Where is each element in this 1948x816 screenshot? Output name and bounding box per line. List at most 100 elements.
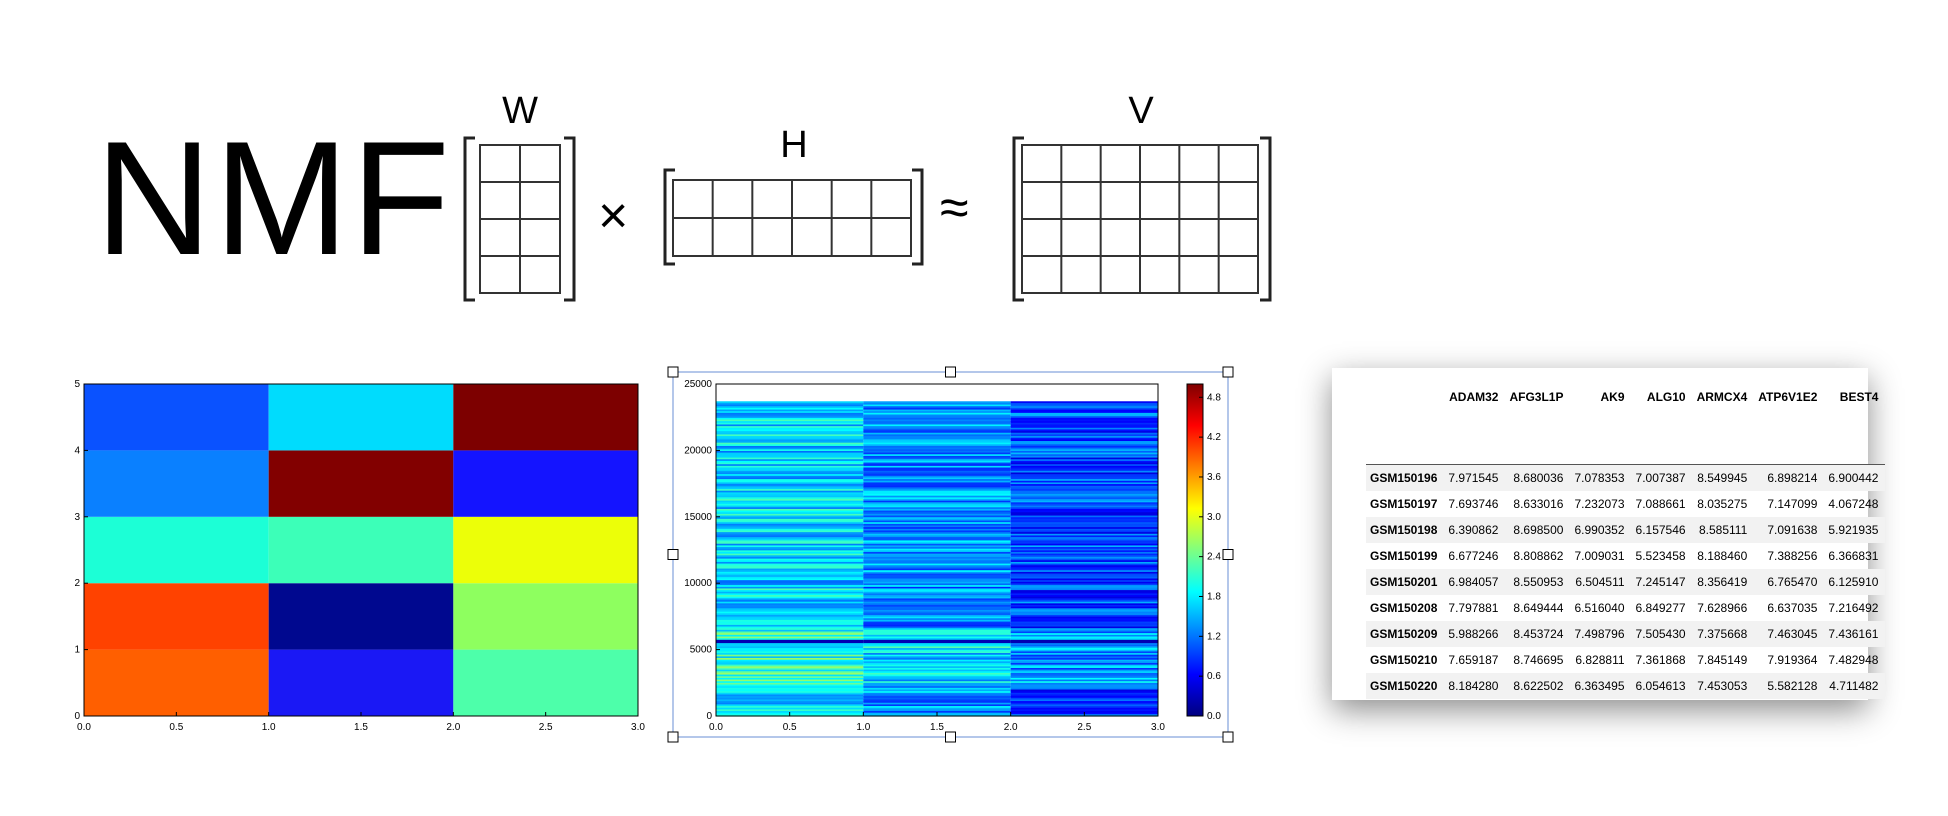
y-tick-label: 20000 <box>684 445 712 456</box>
matrix-h <box>663 168 924 266</box>
heatmap-stripe <box>863 619 1011 623</box>
heatmap-stripe <box>716 449 864 452</box>
heatmap-stripe <box>1010 593 1158 596</box>
heatmap-stripe <box>1010 697 1158 701</box>
heatmap-stripe <box>1010 644 1158 648</box>
heatmap-stripe <box>716 409 864 412</box>
heatmap-stripe <box>716 467 864 470</box>
heatmap-stripe <box>716 583 864 586</box>
heatmap-stripe <box>863 510 1011 513</box>
heatmap-stripe <box>1010 492 1158 495</box>
heatmap-stripe <box>863 629 1011 633</box>
resize-handle[interactable] <box>667 549 679 560</box>
heatmap-stripe <box>863 707 1011 710</box>
heatmap-stripe <box>1010 530 1158 533</box>
heatmap-stripe <box>716 563 864 566</box>
heatmap-stripe <box>1010 406 1158 409</box>
heatmap-stripe <box>863 560 1011 563</box>
heatmap-stripe <box>716 540 864 543</box>
table-cell: 7.463045 <box>1767 627 1818 641</box>
resize-handle[interactable] <box>1222 731 1234 743</box>
heatmap-stripe <box>716 502 864 505</box>
colorbar-tick-label: 4.8 <box>1207 392 1221 403</box>
heatmap-stripe <box>1010 609 1158 613</box>
colorbar-tick-label: 2.4 <box>1207 552 1221 563</box>
heatmap-stripe <box>1010 402 1158 406</box>
table-row: GSM150210 7.659187 8.746695 6.828811 7.36186… <box>1366 647 1885 673</box>
heatmap-stripe <box>716 575 864 578</box>
heatmap-stripe <box>716 661 864 664</box>
heatmap-stripe <box>1010 445 1158 449</box>
heatmap-stripe <box>863 624 1011 628</box>
heatmap-stripe <box>716 634 864 638</box>
heatmap-stripe <box>863 449 1011 452</box>
heatmap-stripe <box>1010 528 1158 532</box>
heatmap-stripe <box>1010 586 1158 590</box>
heatmap-stripe <box>716 454 864 457</box>
heatmap-stripe <box>863 583 1011 586</box>
heatmap-stripe <box>1010 568 1158 571</box>
table-cell: 6.990352 <box>1574 523 1625 537</box>
heatmap-chart-2[interactable]: 0.0 0.5 1.0 1.5 2.0 2.5 3.0 0 5000 10000 15000 200… <box>660 360 1240 750</box>
heatmap-stripe <box>863 634 1011 638</box>
heatmap-cell <box>268 583 454 650</box>
heatmap-cell <box>268 450 454 517</box>
heatmap-stripe <box>863 444 1011 447</box>
heatmap-stripe <box>863 608 1011 611</box>
resize-handle[interactable] <box>1222 549 1234 560</box>
heatmap-stripe <box>863 500 1011 503</box>
heatmap-stripe <box>1010 578 1158 581</box>
heatmap-stripe <box>863 618 1011 621</box>
heatmap-stripe <box>716 692 864 696</box>
heatmap-stripe <box>716 555 864 558</box>
x-tick-label: 1.0 <box>262 722 276 733</box>
heatmap-stripe <box>716 608 864 611</box>
table-cell: 8.453724 <box>1513 627 1564 641</box>
heatmap-stripe <box>1010 702 1158 706</box>
column-header: ADAM32 <box>1449 390 1499 404</box>
heatmap-stripe <box>863 699 1011 702</box>
heatmap-stripe <box>1010 450 1158 454</box>
heatmap-stripe <box>863 601 1011 604</box>
heatmap-stripe <box>716 426 864 429</box>
heatmap-stripe <box>863 455 1011 459</box>
heatmap-stripe <box>863 545 1011 548</box>
table-cell: 7.088661 <box>1635 497 1686 511</box>
heatmap-stripe <box>716 681 864 684</box>
heatmap-stripe <box>1010 444 1158 447</box>
heatmap-stripe <box>716 659 864 662</box>
resize-handle[interactable] <box>945 366 956 378</box>
table-cell: 8.680036 <box>1513 471 1564 485</box>
heatmap-stripe <box>1010 681 1158 684</box>
heatmap-stripe <box>863 566 1011 570</box>
heatmap-stripe <box>716 537 864 540</box>
colorbar-tick-label: 4.2 <box>1207 432 1221 443</box>
heatmap-stripe <box>1010 527 1158 530</box>
heatmap-stripe <box>863 462 1011 465</box>
heatmap-stripe <box>1010 540 1158 543</box>
table-cell: 6.516040 <box>1574 601 1625 615</box>
resize-handle[interactable] <box>945 731 956 743</box>
heatmap-stripe <box>716 508 864 512</box>
heatmap-stripe <box>863 588 1011 591</box>
row-header: GSM150198 <box>1370 523 1438 537</box>
table-cell: 7.436161 <box>1828 627 1879 641</box>
heatmap-stripe <box>1010 498 1158 502</box>
heatmap-stripe <box>1010 672 1158 676</box>
heatmap-stripe <box>863 548 1011 551</box>
heatmap-stripe <box>863 573 1011 576</box>
x-tick-label: 2.0 <box>1004 722 1018 733</box>
heatmap-stripe <box>863 691 1011 694</box>
heatmap-stripe <box>716 689 864 692</box>
heatmap-stripe <box>863 547 1011 550</box>
table-cell: 7.091638 <box>1767 523 1818 537</box>
heatmap-stripe <box>716 507 864 510</box>
resize-handle[interactable] <box>1222 366 1234 378</box>
resize-handle[interactable] <box>667 731 679 743</box>
heatmap-stripe <box>863 677 1011 681</box>
heatmap-stripe <box>716 533 864 537</box>
heatmap-stripe <box>863 636 1011 639</box>
heatmap-stripe <box>716 556 864 560</box>
resize-handle[interactable] <box>667 366 679 378</box>
heatmap-stripe <box>716 424 864 427</box>
